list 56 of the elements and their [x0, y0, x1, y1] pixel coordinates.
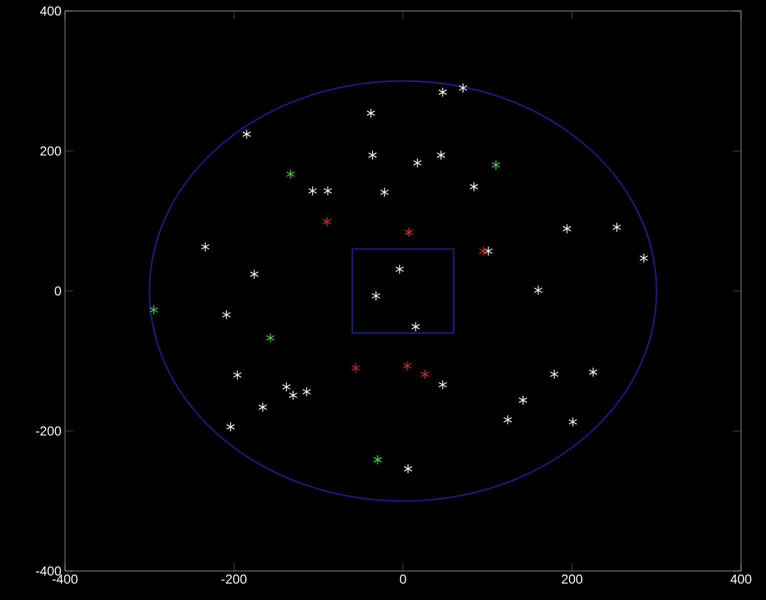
point — [411, 322, 420, 332]
point — [518, 395, 528, 406]
point — [402, 360, 412, 371]
point — [250, 269, 259, 280]
point — [550, 369, 559, 380]
point — [568, 416, 578, 427]
point — [484, 246, 493, 256]
point — [492, 160, 500, 170]
point — [366, 108, 376, 118]
x-tick-label: 400 — [730, 574, 752, 584]
x-tick-label: 200 — [562, 574, 582, 584]
y-tick-label: 400 — [40, 6, 61, 16]
point — [503, 414, 512, 425]
x-tick-label: -400 — [52, 574, 78, 584]
point — [200, 242, 210, 252]
point — [373, 454, 382, 465]
point — [438, 87, 448, 98]
point — [380, 187, 389, 198]
x-tick-label: 0 — [400, 574, 406, 584]
point — [404, 227, 414, 238]
point — [258, 402, 268, 412]
x-tick-label: -200 — [222, 574, 246, 584]
point — [226, 422, 235, 432]
point — [368, 150, 377, 160]
point — [302, 386, 312, 397]
point — [242, 129, 252, 140]
point — [534, 285, 543, 296]
point — [282, 382, 291, 392]
point — [372, 290, 380, 301]
point — [323, 186, 332, 196]
point — [395, 264, 404, 274]
point — [612, 222, 622, 232]
point — [438, 380, 448, 390]
point — [288, 390, 298, 400]
point — [322, 216, 332, 227]
point — [351, 363, 360, 373]
y-tick-label: -200 — [36, 426, 61, 436]
y-tick-label: 200 — [40, 146, 61, 156]
point — [588, 367, 598, 378]
point — [233, 370, 242, 380]
y-tick-label: 0 — [54, 286, 61, 296]
point — [562, 224, 572, 234]
point — [286, 169, 295, 180]
point — [436, 150, 446, 160]
y-tick-label: -400 — [36, 566, 61, 576]
point — [266, 332, 275, 343]
point — [413, 158, 422, 168]
point — [404, 464, 412, 474]
point — [458, 83, 468, 93]
point — [308, 186, 317, 196]
point — [149, 304, 158, 315]
point — [478, 246, 488, 256]
point — [639, 253, 648, 264]
point — [470, 182, 478, 192]
point — [222, 310, 231, 320]
point — [420, 369, 430, 380]
